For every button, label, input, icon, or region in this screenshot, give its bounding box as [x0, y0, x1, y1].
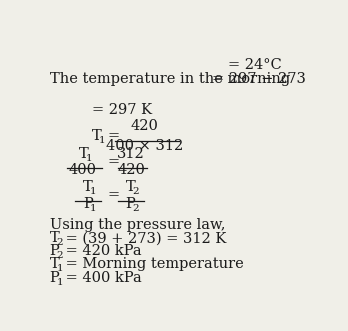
Text: 400: 400: [68, 164, 96, 177]
Text: P: P: [50, 270, 60, 285]
Text: T: T: [50, 258, 60, 271]
Text: = 297 K: = 297 K: [92, 103, 152, 117]
Text: 1: 1: [86, 154, 93, 163]
Text: =: =: [107, 188, 119, 202]
Text: = 24°C: = 24°C: [228, 58, 282, 72]
Text: 1: 1: [98, 136, 105, 145]
Text: = Morning temperature: = Morning temperature: [61, 258, 243, 271]
Text: 1: 1: [90, 187, 97, 196]
Text: 2: 2: [133, 187, 139, 196]
Text: P: P: [126, 197, 135, 211]
Text: 1: 1: [90, 204, 97, 213]
Text: P: P: [50, 244, 60, 258]
Text: = 400 kPa: = 400 kPa: [61, 270, 141, 285]
Text: 2: 2: [133, 204, 139, 213]
Text: =: =: [107, 155, 119, 169]
Text: 2: 2: [57, 252, 63, 260]
Text: T: T: [92, 129, 101, 143]
Text: T: T: [50, 231, 60, 245]
Text: = 420 kPa: = 420 kPa: [61, 244, 141, 258]
Text: T: T: [83, 180, 93, 194]
Text: 400 × 312: 400 × 312: [106, 139, 183, 153]
Text: T: T: [126, 180, 135, 194]
Text: = (39 + 273) = 312 K: = (39 + 273) = 312 K: [61, 231, 226, 245]
Text: P: P: [83, 197, 93, 211]
Text: 420: 420: [117, 164, 145, 177]
Text: =: =: [107, 129, 119, 143]
Text: T: T: [79, 147, 89, 161]
Text: = 297 − 273: = 297 − 273: [212, 72, 306, 86]
Text: 420: 420: [130, 119, 158, 133]
Text: Using the pressure law,: Using the pressure law,: [50, 218, 225, 232]
Text: 1: 1: [57, 264, 63, 273]
Text: 312: 312: [117, 147, 145, 161]
Text: The temperature in the morning: The temperature in the morning: [50, 72, 290, 86]
Text: 2: 2: [57, 238, 63, 247]
Text: 1: 1: [57, 278, 63, 287]
